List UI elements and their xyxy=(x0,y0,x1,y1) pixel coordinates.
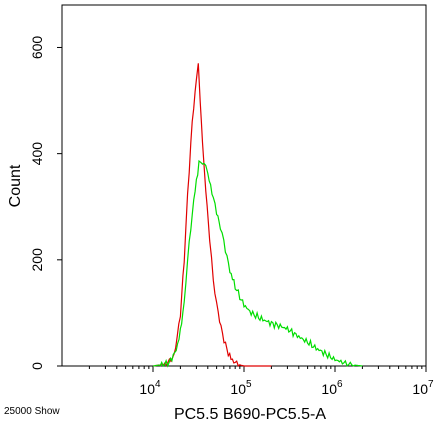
x-axis-title: PC5.5 B690-PC5.5-A xyxy=(174,406,326,423)
y-tick-label: 400 xyxy=(29,142,45,166)
histogram-line-2 xyxy=(152,159,363,368)
y-tick-label: 0 xyxy=(29,362,45,370)
footer-label: 25000 Show xyxy=(4,406,60,417)
x-tick-label: 105 xyxy=(230,379,252,397)
y-axis-ticks: 0 200 400 600 xyxy=(29,36,62,370)
histogram-line-1 xyxy=(152,63,272,368)
y-axis-title: Count xyxy=(7,164,24,207)
plot-frame xyxy=(61,4,427,367)
y-tick-label: 600 xyxy=(29,36,45,60)
x-axis-ticks: 104 105 106 107 xyxy=(88,366,434,397)
histogram-series xyxy=(152,63,363,368)
x-tick-label: 106 xyxy=(321,379,343,397)
x-tick-label: 107 xyxy=(412,379,434,397)
x-tick-label: 104 xyxy=(139,379,161,397)
y-tick-label: 200 xyxy=(29,248,45,272)
